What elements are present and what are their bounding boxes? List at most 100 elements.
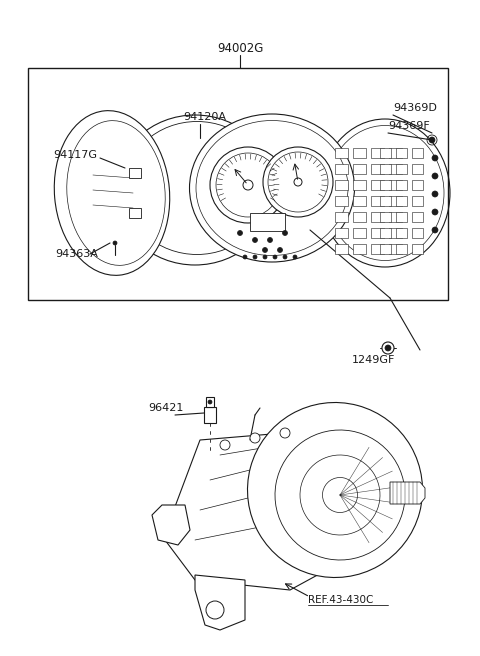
Bar	[380, 196, 391, 206]
Bar	[412, 212, 423, 222]
Circle shape	[429, 137, 435, 143]
Circle shape	[385, 345, 391, 351]
Bar	[396, 180, 407, 190]
Bar	[353, 164, 366, 174]
Bar	[389, 244, 402, 254]
Circle shape	[283, 230, 288, 236]
Text: 94363A: 94363A	[55, 249, 98, 259]
Bar	[249, 173, 261, 183]
Circle shape	[294, 178, 302, 186]
Bar	[335, 228, 348, 238]
Bar	[389, 148, 402, 158]
Bar	[396, 164, 407, 174]
Ellipse shape	[115, 115, 275, 265]
Bar	[412, 164, 423, 174]
Bar	[204, 407, 216, 423]
Bar	[371, 196, 384, 206]
Text: 96421: 96421	[148, 403, 183, 413]
Bar	[28, 68, 448, 300]
Circle shape	[238, 230, 242, 236]
Bar	[380, 228, 391, 238]
Bar	[335, 212, 348, 222]
Circle shape	[280, 428, 290, 438]
Bar	[380, 148, 391, 158]
Bar	[389, 164, 402, 174]
Text: 94120A: 94120A	[183, 112, 226, 122]
Polygon shape	[390, 482, 425, 504]
Bar	[335, 148, 348, 158]
Text: 94369D: 94369D	[393, 103, 437, 113]
Bar	[389, 212, 402, 222]
Circle shape	[267, 237, 273, 243]
Bar	[396, 244, 407, 254]
Bar	[129, 208, 141, 218]
Text: REF.43-430C: REF.43-430C	[308, 595, 373, 605]
Circle shape	[273, 255, 277, 259]
Bar	[380, 180, 391, 190]
Bar	[412, 228, 423, 238]
Bar	[371, 212, 384, 222]
Ellipse shape	[124, 121, 269, 255]
Circle shape	[432, 155, 438, 161]
Ellipse shape	[248, 403, 422, 577]
Circle shape	[432, 227, 438, 233]
Bar	[250, 213, 285, 231]
Bar	[396, 212, 407, 222]
Bar	[371, 180, 384, 190]
Circle shape	[220, 440, 230, 450]
Ellipse shape	[320, 119, 450, 267]
Circle shape	[113, 241, 117, 245]
Bar	[396, 228, 407, 238]
Bar	[380, 164, 391, 174]
Circle shape	[250, 433, 260, 443]
Circle shape	[382, 342, 394, 354]
Circle shape	[208, 400, 212, 404]
Ellipse shape	[54, 111, 170, 276]
Ellipse shape	[196, 121, 348, 255]
Bar	[380, 212, 391, 222]
Bar	[353, 228, 366, 238]
Bar	[206, 397, 214, 407]
Bar	[129, 168, 141, 178]
Circle shape	[263, 147, 333, 217]
Bar	[412, 244, 423, 254]
Bar	[412, 148, 423, 158]
Circle shape	[283, 255, 287, 259]
Bar	[412, 196, 423, 206]
Bar	[396, 148, 407, 158]
Polygon shape	[165, 430, 360, 590]
Bar	[371, 164, 384, 174]
Bar	[335, 164, 348, 174]
Circle shape	[206, 601, 224, 619]
Bar	[335, 180, 348, 190]
Bar	[389, 228, 402, 238]
Ellipse shape	[190, 114, 355, 262]
Bar	[353, 244, 366, 254]
Polygon shape	[152, 505, 190, 545]
Circle shape	[277, 247, 283, 253]
Circle shape	[432, 209, 438, 215]
Bar	[353, 180, 366, 190]
Bar	[412, 180, 423, 190]
Bar	[249, 202, 261, 212]
Text: 94002G: 94002G	[217, 41, 263, 54]
Circle shape	[432, 191, 438, 197]
Bar	[389, 180, 402, 190]
Circle shape	[252, 237, 257, 243]
Text: 94369F: 94369F	[388, 121, 430, 131]
Bar	[335, 196, 348, 206]
Circle shape	[210, 147, 286, 223]
Bar	[353, 148, 366, 158]
Circle shape	[243, 180, 253, 190]
Bar	[389, 196, 402, 206]
Bar	[371, 228, 384, 238]
Circle shape	[432, 173, 438, 179]
Text: 1249GF: 1249GF	[352, 355, 396, 365]
Circle shape	[253, 255, 257, 259]
Bar	[371, 148, 384, 158]
Circle shape	[293, 255, 297, 259]
Circle shape	[263, 247, 267, 253]
Ellipse shape	[67, 121, 165, 265]
Ellipse shape	[326, 125, 444, 260]
Bar	[380, 244, 391, 254]
